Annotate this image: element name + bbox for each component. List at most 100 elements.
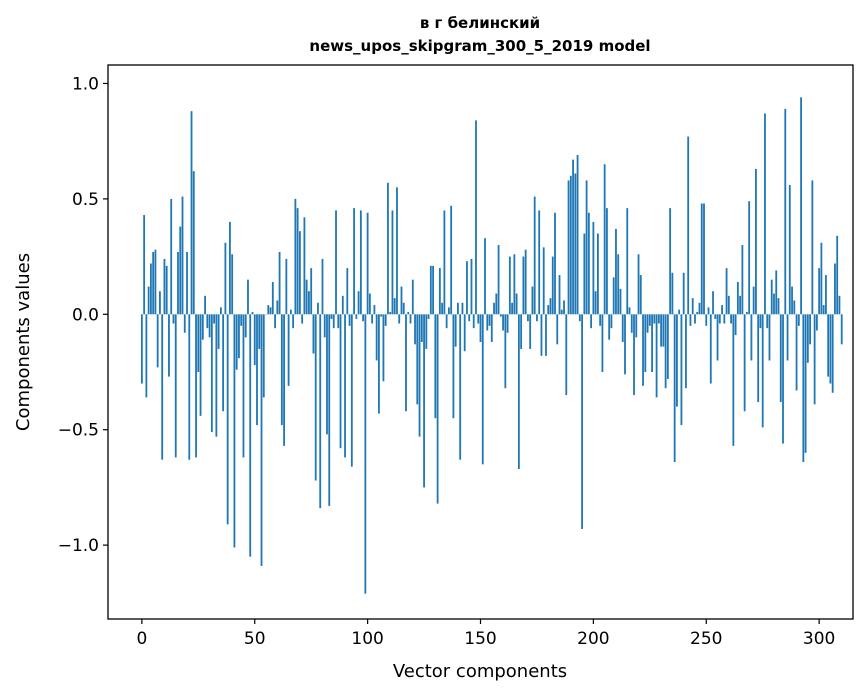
bar — [603, 164, 606, 315]
bar — [834, 263, 836, 315]
bar — [177, 251, 179, 315]
bar — [163, 258, 166, 315]
bar — [373, 305, 376, 315]
bar — [779, 314, 782, 403]
bar — [292, 314, 295, 329]
y-tick-label: 1.0 — [72, 74, 99, 94]
bar — [723, 314, 726, 324]
bar — [594, 291, 597, 315]
bar — [219, 307, 222, 315]
bar — [405, 314, 407, 412]
bar — [161, 314, 164, 460]
bar — [416, 314, 419, 405]
bar — [441, 302, 444, 315]
bar — [215, 314, 218, 437]
bar — [201, 314, 204, 340]
bar — [739, 295, 742, 315]
bar — [653, 314, 656, 324]
bar — [165, 265, 168, 315]
bar — [242, 314, 245, 458]
bar — [382, 314, 385, 382]
bar — [468, 314, 471, 322]
bar — [432, 265, 434, 315]
bar — [308, 291, 310, 315]
bar — [770, 279, 773, 315]
bar — [786, 314, 789, 361]
bar — [195, 314, 197, 458]
bar — [357, 291, 360, 315]
bar — [174, 314, 177, 458]
bar — [289, 309, 292, 315]
bar — [689, 314, 692, 326]
bar — [192, 171, 195, 315]
x-tick-label: 200 — [577, 629, 609, 649]
y-tick-label: −1.0 — [58, 536, 99, 556]
bar — [694, 314, 696, 324]
bar — [350, 314, 353, 467]
bar — [628, 307, 631, 315]
x-tick-label: 0 — [136, 629, 147, 649]
bar — [727, 295, 730, 315]
bar — [409, 314, 412, 324]
bar — [524, 249, 527, 315]
bar — [761, 314, 764, 428]
bar — [434, 314, 437, 419]
bar — [840, 314, 843, 345]
bar — [348, 314, 351, 326]
bar — [802, 314, 805, 463]
bar — [145, 314, 148, 398]
bar — [836, 235, 839, 315]
bar — [213, 314, 216, 324]
bar — [260, 314, 263, 566]
bar — [664, 314, 667, 389]
bar — [199, 314, 202, 416]
bar — [296, 208, 299, 315]
bar — [635, 314, 638, 338]
bar — [820, 242, 823, 315]
bar — [355, 314, 358, 319]
bar — [314, 314, 317, 481]
bar — [596, 233, 599, 315]
bar — [639, 275, 642, 315]
bar — [752, 286, 755, 315]
bar — [364, 314, 367, 594]
bar — [551, 256, 554, 315]
bar — [698, 302, 701, 315]
bar — [484, 238, 486, 315]
bar — [504, 314, 507, 389]
bar — [488, 314, 491, 326]
bar — [411, 279, 414, 315]
bar — [287, 314, 290, 386]
bar — [815, 314, 818, 331]
bar — [418, 314, 421, 437]
bar — [475, 120, 477, 315]
bar — [147, 286, 150, 315]
bar — [838, 295, 841, 315]
bar — [606, 208, 608, 315]
bar — [274, 314, 276, 329]
bar — [685, 314, 687, 389]
bar — [244, 314, 247, 338]
y-tick-label: 0.5 — [72, 190, 99, 210]
bar — [818, 268, 821, 315]
bar — [346, 268, 349, 315]
bar — [657, 314, 660, 324]
bar — [206, 314, 209, 329]
bar — [402, 302, 405, 315]
bar — [407, 311, 410, 315]
bar — [671, 272, 674, 315]
bar — [680, 314, 683, 426]
bar — [705, 314, 708, 326]
y-axis-label: Components values — [13, 253, 34, 431]
bar — [587, 212, 590, 315]
bar — [576, 155, 579, 315]
bar — [427, 314, 430, 319]
bar — [759, 314, 762, 329]
bar — [183, 314, 186, 333]
bar — [368, 293, 371, 315]
bar — [380, 314, 383, 317]
bar — [554, 212, 556, 315]
bar — [436, 314, 439, 504]
bar — [592, 221, 595, 315]
